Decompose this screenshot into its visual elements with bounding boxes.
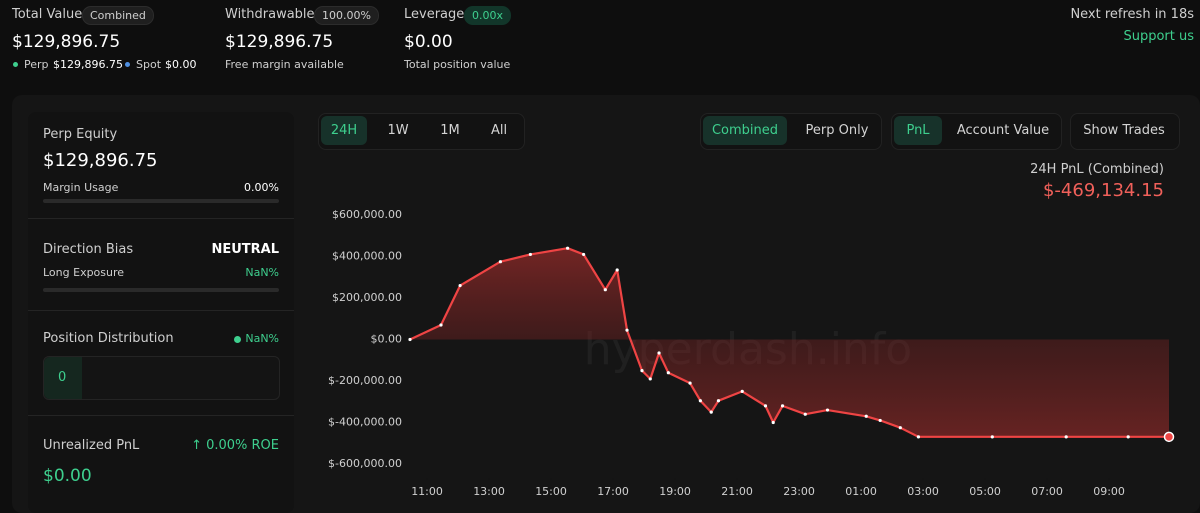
divider (28, 310, 294, 311)
dot (13, 62, 18, 67)
value: $0.00 (165, 58, 197, 71)
note: Total position value (404, 58, 511, 71)
label: Leverage (404, 7, 465, 22)
chart-subtitle: $-469,134.15 (1042, 180, 1164, 201)
label: Total Value (12, 7, 83, 22)
range-button[interactable]: 24H (321, 116, 367, 145)
button-group (1070, 113, 1180, 150)
range-button[interactable]: 1M (440, 123, 460, 138)
chart-title: 24H PnL (Combined) (1030, 162, 1164, 177)
value: $129,896.75 (43, 150, 158, 171)
divider (28, 218, 294, 219)
range-button[interactable]: 1W (387, 123, 409, 138)
badge: 100.00% (314, 6, 379, 25)
sidebar (28, 112, 294, 513)
progress-track (43, 288, 279, 292)
value: $129,896.75 (12, 32, 121, 52)
dot (125, 62, 130, 67)
range-button[interactable]: All (490, 123, 508, 138)
badge: 0.00x (464, 6, 512, 25)
dot (234, 336, 241, 343)
label: Withdrawable (225, 7, 315, 22)
label: Perp Equity (43, 127, 118, 142)
label: Perp (24, 58, 49, 71)
refresh: Next refresh in 18s (1070, 7, 1194, 22)
value: NaN% (245, 266, 279, 279)
count: 0 (58, 370, 67, 385)
badge: Combined (82, 6, 154, 25)
scope-button[interactable]: Combined (703, 116, 787, 145)
progress-track (43, 199, 279, 203)
distribution-segment (44, 357, 82, 399)
roe: ↑ 0.00% ROE (191, 438, 279, 453)
value: $0.00 (43, 466, 92, 486)
label: Direction Bias (43, 242, 134, 257)
value: $0.00 (404, 32, 453, 52)
label: Long Exposure (43, 266, 125, 279)
note: Free margin available (225, 58, 344, 71)
trades-button[interactable]: Show Trades (1083, 123, 1165, 138)
support-link[interactable]: Support us (1123, 29, 1194, 44)
label: Spot (136, 58, 162, 71)
divider (28, 415, 294, 416)
label: Margin Usage (43, 181, 119, 194)
value: $129,896.75 (53, 58, 123, 71)
value: NEUTRAL (211, 242, 279, 257)
scope-button[interactable]: Perp Only (805, 123, 869, 138)
label: Unrealized PnL (43, 438, 140, 453)
metric-button[interactable]: PnL (894, 116, 942, 145)
metric-button[interactable]: Account Value (956, 123, 1050, 138)
value: $129,896.75 (225, 32, 334, 52)
value: NaN% (245, 332, 279, 345)
value: 0.00% (244, 181, 279, 194)
label: Position Distribution (43, 331, 174, 346)
distribution-bar (43, 356, 280, 400)
